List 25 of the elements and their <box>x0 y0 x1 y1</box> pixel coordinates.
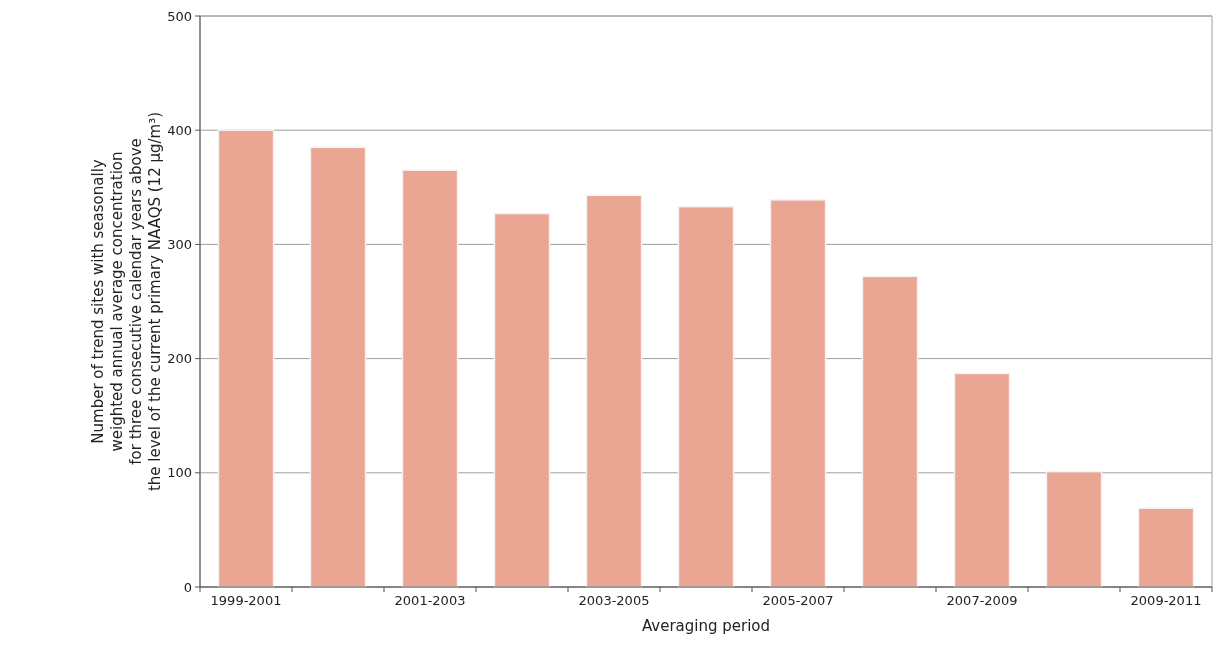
y-tick-label: 200 <box>167 351 192 367</box>
bar <box>217 129 275 588</box>
y-tick-label: 0 <box>183 579 192 595</box>
bar <box>953 372 1011 588</box>
bar <box>493 212 551 588</box>
x-tick-label: 1999-2001 <box>210 593 282 608</box>
x-tick-label: 2007-2009 <box>946 593 1018 608</box>
bar <box>585 194 643 588</box>
bar <box>1045 470 1103 588</box>
y-axis-title: Number of trend sites with seasonally weighted annual average concentration for three consecutive calendar years above the level of the current primary NAAQS (12 µg/m³) <box>89 111 164 492</box>
bar <box>1137 507 1195 588</box>
bar <box>309 146 367 588</box>
y-tick-label: 400 <box>167 122 192 138</box>
bar <box>677 205 735 588</box>
x-tick-label: 2001-2003 <box>394 593 466 608</box>
x-tick-label: 2003-2005 <box>578 593 650 608</box>
bar <box>769 199 827 588</box>
x-tick-label: 2009-2011 <box>1130 593 1202 608</box>
y-tick-label: 100 <box>167 465 192 481</box>
bar <box>861 275 919 588</box>
y-tick-label: 300 <box>167 236 192 252</box>
bar <box>401 169 459 588</box>
y-tick-label: 500 <box>167 8 192 24</box>
x-tick-label: 2005-2007 <box>762 593 834 608</box>
x-axis-title: Averaging period <box>641 617 771 635</box>
